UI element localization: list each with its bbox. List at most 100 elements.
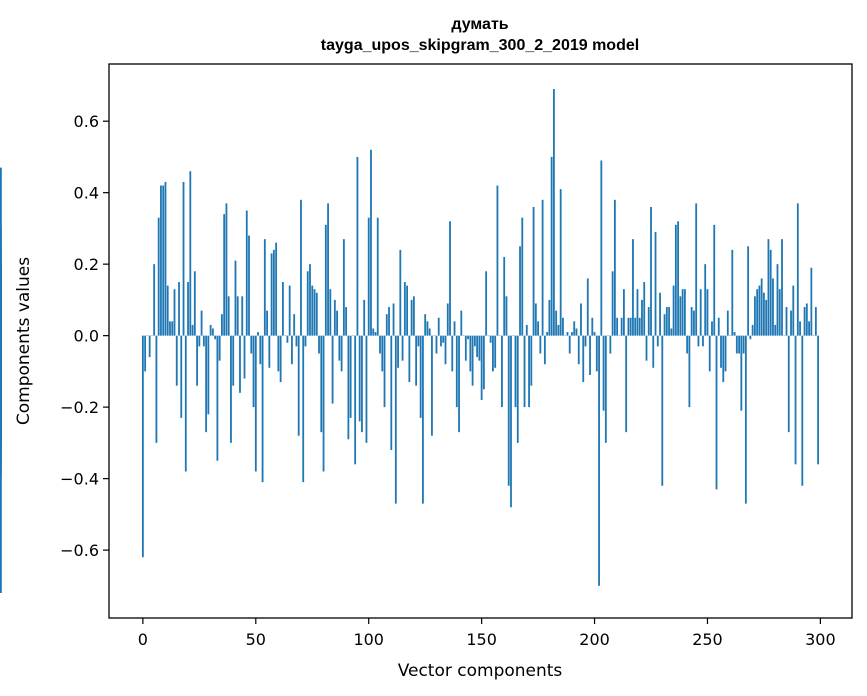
bar	[489, 335, 492, 343]
bar	[455, 335, 458, 408]
bar	[521, 217, 524, 336]
bar	[268, 335, 271, 368]
bar	[803, 307, 806, 336]
bar	[291, 335, 293, 365]
bar	[505, 296, 508, 336]
bar	[424, 314, 427, 336]
bar	[717, 317, 720, 336]
bar	[799, 321, 801, 336]
x-tick-label: 250	[692, 630, 723, 649]
bar	[446, 303, 449, 336]
bar	[711, 321, 713, 336]
bar	[663, 314, 666, 336]
bar	[817, 335, 820, 465]
bar	[187, 282, 189, 336]
bar	[157, 217, 160, 336]
bar	[582, 335, 585, 383]
bar	[704, 264, 707, 336]
bar	[437, 317, 440, 336]
bar	[257, 332, 259, 336]
bar	[668, 307, 670, 336]
bar	[503, 257, 506, 336]
bar	[193, 271, 196, 336]
bar	[690, 307, 693, 336]
bar	[731, 249, 734, 336]
bar	[293, 314, 296, 336]
bar	[760, 278, 763, 336]
bar	[279, 335, 282, 383]
bar	[365, 335, 368, 443]
bar	[422, 335, 424, 504]
bar	[275, 242, 278, 336]
bar	[586, 278, 589, 336]
bar	[345, 307, 348, 336]
bar	[200, 310, 203, 336]
bar	[699, 289, 702, 336]
bar	[702, 335, 704, 347]
y-tick-label: −0.6	[60, 541, 99, 560]
y-axis-label: Components values	[14, 257, 34, 425]
bar	[724, 335, 727, 372]
bar	[464, 335, 467, 361]
bar	[401, 335, 404, 361]
bar	[144, 335, 147, 372]
bar	[390, 335, 393, 451]
bar	[300, 199, 302, 336]
bar	[726, 310, 729, 336]
bar	[205, 335, 208, 433]
bar	[250, 335, 253, 354]
bar	[309, 264, 311, 336]
bar	[654, 231, 657, 336]
bar	[516, 335, 519, 443]
bar	[431, 335, 433, 436]
bar	[394, 335, 397, 504]
y-tick-label: 0.2	[74, 255, 99, 274]
bar	[543, 335, 546, 365]
bar	[243, 335, 246, 379]
bar	[0, 167, 2, 336]
y-tick-label: −0.2	[60, 398, 99, 417]
bar	[627, 317, 630, 336]
plot-frame	[108, 63, 853, 619]
bar	[507, 335, 510, 486]
bar	[184, 335, 187, 472]
bar	[765, 299, 768, 336]
bar	[356, 156, 359, 336]
bar	[248, 235, 250, 336]
bar	[304, 335, 307, 347]
bar	[767, 239, 770, 336]
bar	[528, 335, 530, 408]
bar	[708, 335, 711, 372]
bar	[744, 335, 747, 504]
bar	[534, 303, 537, 336]
bar	[501, 335, 503, 408]
bar	[801, 335, 804, 486]
bar	[510, 335, 512, 508]
bar	[234, 260, 237, 336]
bar	[794, 335, 797, 465]
bar	[318, 335, 320, 354]
bar	[322, 335, 325, 472]
bar	[575, 328, 578, 336]
bar	[537, 321, 539, 336]
bar	[796, 203, 799, 336]
bar	[609, 335, 612, 354]
bar	[552, 89, 555, 336]
bar	[467, 335, 469, 340]
bar	[232, 335, 235, 386]
bar	[541, 199, 544, 336]
bar	[763, 292, 765, 336]
bar	[162, 185, 165, 336]
bar	[313, 289, 316, 336]
bar	[620, 317, 623, 336]
bar	[370, 149, 372, 336]
bar	[573, 321, 576, 336]
bar	[428, 328, 431, 336]
bar	[281, 282, 284, 336]
bar	[160, 185, 162, 336]
bar	[155, 335, 158, 443]
bar	[315, 292, 318, 336]
bar	[810, 267, 813, 336]
bar	[634, 317, 637, 336]
bar	[141, 335, 144, 558]
